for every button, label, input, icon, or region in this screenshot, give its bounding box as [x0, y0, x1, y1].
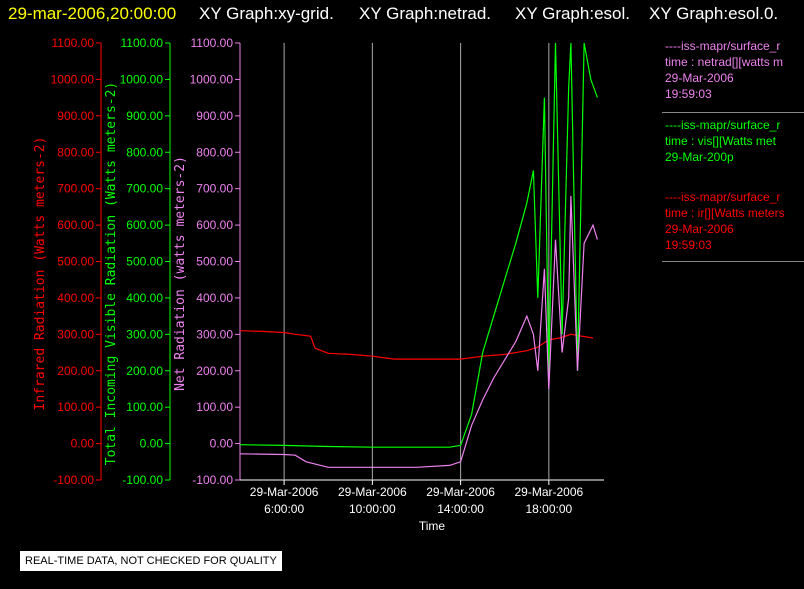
y-tick-label: 500.00 — [57, 255, 94, 269]
legend-entry-ir: ----iss-mapr/surface_r time : ir[][Watts… — [662, 189, 804, 261]
y-tick-label: 900.00 — [126, 109, 163, 123]
x-tick-date-label: 29-Mar-2006 — [250, 485, 319, 499]
y-tick-label: 700.00 — [126, 182, 163, 196]
legend-line: 19:59:03 — [665, 87, 712, 101]
y-tick-label: 900.00 — [57, 109, 94, 123]
x-tick-date-label: 29-Mar-2006 — [338, 485, 407, 499]
graph-title-esol: XY Graph:esol. — [515, 4, 630, 23]
legend-line: ----iss-mapr/surface_r — [665, 39, 781, 53]
legend-divider — [662, 261, 804, 262]
y-tick-label: 800.00 — [126, 145, 163, 159]
y-tick-label: 400.00 — [196, 291, 233, 305]
legend-line: 29-Mar-2006 — [665, 71, 734, 85]
y-tick-label: 900.00 — [196, 109, 233, 123]
legend-line: ----iss-mapr/surface_r — [665, 190, 781, 204]
y-tick-label: 600.00 — [57, 218, 94, 232]
legend-line: ----iss-mapr/surface_r — [665, 118, 781, 132]
x-tick-date-label: 29-Mar-2006 — [514, 485, 583, 499]
y-tick-label: 1000.00 — [51, 72, 95, 86]
y-tick-label: 100.00 — [196, 400, 233, 414]
series-line-netrad — [240, 195, 598, 468]
graph-title-xy-grid: XY Graph:xy-grid. — [199, 4, 334, 23]
y-tick-label: 700.00 — [57, 182, 94, 196]
y-tick-label: 200.00 — [126, 364, 163, 378]
y-tick-label: 1100.00 — [52, 36, 95, 50]
y-axis-title: Net Radiation (watts meters-2) — [173, 156, 188, 391]
y-axis-title: Total Incoming Visible Radiation (Watts … — [104, 82, 119, 466]
x-tick-time-label: 10:00:00 — [349, 502, 396, 516]
y-tick-label: 700.00 — [196, 182, 233, 196]
legend-line: 29-Mar-2006 — [665, 222, 734, 236]
y-tick-label: 600.00 — [196, 218, 233, 232]
y-tick-label: 300.00 — [57, 327, 94, 341]
y-tick-label: 0.00 — [210, 437, 234, 451]
x-tick-time-label: 18:00:00 — [525, 502, 572, 516]
legend-entry-netrad: ----iss-mapr/surface_r time : netrad[][w… — [662, 38, 804, 110]
y-tick-label: -100.00 — [122, 473, 163, 487]
y-tick-label: 0.00 — [71, 437, 95, 451]
y-tick-label: 600.00 — [126, 218, 163, 232]
y-tick-label: 800.00 — [196, 145, 233, 159]
y-tick-label: 800.00 — [57, 145, 94, 159]
y-tick-label: 1100.00 — [191, 36, 234, 50]
legend-line: 19:59:03 — [665, 238, 712, 252]
x-tick-date-label: 29-Mar-2006 — [426, 485, 495, 499]
y-tick-label: 1000.00 — [190, 72, 234, 86]
y-tick-label: 500.00 — [126, 255, 163, 269]
series-line-ir — [240, 330, 594, 360]
legend: ----iss-mapr/surface_r time : netrad[][w… — [662, 38, 804, 262]
y-tick-label: 100.00 — [126, 400, 163, 414]
x-tick-time-label: 14:00:00 — [437, 502, 484, 516]
y-tick-label: 300.00 — [196, 327, 233, 341]
x-tick-time-label: 6:00:00 — [264, 502, 304, 516]
series-line-vis — [240, 42, 598, 448]
legend-divider — [662, 112, 804, 113]
quality-note: REAL-TIME DATA, NOT CHECKED FOR QUALITY — [20, 551, 282, 571]
legend-line: 29-Mar-200p — [665, 150, 734, 164]
y-tick-label: 300.00 — [126, 327, 163, 341]
legend-line: time : netrad[][watts m — [665, 55, 784, 69]
y-tick-label: 100.00 — [57, 400, 94, 414]
graph-title-esol0: XY Graph:esol.0. — [649, 4, 779, 23]
y-tick-label: 0.00 — [140, 437, 164, 451]
y-tick-label: 1000.00 — [120, 72, 164, 86]
y-tick-label: 400.00 — [126, 291, 163, 305]
y-tick-label: -100.00 — [53, 473, 94, 487]
y-tick-label: 400.00 — [57, 291, 94, 305]
timestamp: 29-mar-2006,20:00:00 — [8, 4, 177, 23]
y-tick-label: -100.00 — [192, 473, 233, 487]
legend-line: time : vis[][Watts met — [665, 134, 776, 148]
graph-title-netrad: XY Graph:netrad. — [359, 4, 491, 23]
y-tick-label: 1100.00 — [121, 36, 164, 50]
y-tick-label: 500.00 — [196, 255, 233, 269]
y-axis-title: Infrared Radiation (Watts meters-2) — [33, 137, 48, 411]
legend-entry-vis: ----iss-mapr/surface_r time : vis[][Watt… — [662, 117, 804, 189]
legend-line: time : ir[][Watts meters — [665, 206, 785, 220]
y-tick-label: 200.00 — [57, 364, 94, 378]
y-tick-label: 200.00 — [196, 364, 233, 378]
top-bar: 29-mar-2006,20:00:00 XY Graph:xy-grid. X… — [0, 0, 804, 30]
x-axis-title: Time — [419, 519, 446, 533]
